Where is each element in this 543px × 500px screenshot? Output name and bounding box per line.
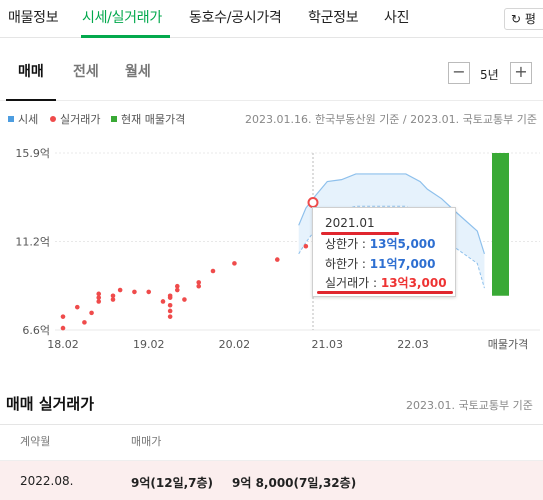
- table-row[interactable]: [0, 460, 543, 500]
- y-tick-label: 6.6억: [22, 324, 50, 337]
- transaction-point: [110, 297, 116, 302]
- transaction-point: [174, 283, 180, 289]
- transaction-point: [182, 297, 187, 302]
- row-deal-2: 9억 8,000(7일,32층): [232, 476, 357, 490]
- x-tick-label: 18.02: [47, 338, 79, 351]
- tooltip-lower-value: 11억7,000: [369, 257, 436, 271]
- transaction-point: [146, 289, 152, 295]
- transaction-point: [160, 299, 166, 304]
- tooltip-upper-value: 13억5,000: [369, 237, 436, 251]
- tooltip-date: 2021.01: [325, 216, 375, 230]
- period-decrease-button[interactable]: −: [448, 62, 470, 84]
- x-tick-label: 20.02: [219, 338, 251, 351]
- subtab-sale[interactable]: 매매: [18, 64, 44, 80]
- transaction-point: [132, 289, 137, 295]
- transaction-point: [96, 299, 102, 304]
- legend-swatch-listing: [111, 116, 117, 122]
- x-tick-label: 19.02: [133, 338, 165, 351]
- transaction-point: [167, 314, 173, 319]
- legend-label-market: 시세: [18, 113, 39, 126]
- transaction-point: [60, 314, 66, 319]
- transaction-point: [82, 320, 87, 325]
- tooltip-upper-label: 상한가 :: [325, 237, 370, 251]
- x-tick-label: 21.03: [312, 338, 344, 351]
- legend-swatch-market: [8, 116, 14, 122]
- row-contract-month: 2022.08.: [20, 474, 74, 488]
- transaction-point: [303, 243, 309, 249]
- tooltip-lower-label: 하한가 :: [325, 257, 370, 271]
- x-tick-label: 매물가격: [488, 338, 528, 351]
- area-unit-toggle[interactable]: ↻ 평: [504, 8, 543, 30]
- transaction-point: [110, 293, 116, 299]
- transaction-point: [60, 325, 66, 331]
- refresh-icon: ↻: [511, 12, 522, 26]
- tooltip-deal-label: 실거래가 :: [325, 276, 381, 290]
- transaction-point: [96, 295, 102, 300]
- legend-item-listing: 현재 매물가격: [111, 111, 185, 127]
- transaction-point: [117, 287, 123, 293]
- tab-price-trend[interactable]: 시세/실거래가: [82, 10, 162, 26]
- subtab-monthly-rent[interactable]: 월세: [125, 64, 151, 80]
- transaction-point: [96, 291, 102, 297]
- period-increase-button[interactable]: +: [510, 62, 532, 84]
- row-deal-1: 9억(12일,7층): [131, 476, 214, 490]
- tab-unit-price[interactable]: 동호수/공시가격: [189, 10, 282, 26]
- legend-item-transaction: 실거래가: [50, 111, 100, 127]
- transaction-point: [196, 280, 202, 285]
- chart-source-note: 2023.01.16. 한국부동산원 기준 / 2023.01. 국토교통부 기…: [245, 113, 537, 126]
- transaction-point: [196, 283, 202, 289]
- period-label: 5년: [480, 68, 499, 82]
- x-tick-label: 22.03: [397, 338, 429, 351]
- header-contract-month: 계약월: [20, 435, 51, 448]
- transaction-point-focused: [307, 196, 319, 208]
- legend-label-listing: 현재 매물가격: [121, 113, 186, 126]
- tooltip-deal-value: 13억3,000: [380, 276, 447, 290]
- table-header-divider: [0, 424, 543, 425]
- transaction-point: [167, 295, 173, 300]
- transaction-point: [74, 304, 80, 310]
- y-tick-label: 11.2억: [15, 236, 50, 249]
- tooltip-upper-row: 상한가 : 13억5,000: [325, 235, 436, 252]
- subtab-jeonse[interactable]: 전세: [73, 64, 99, 80]
- transaction-point: [210, 268, 216, 274]
- legend-label-transaction: 실거래가: [60, 113, 101, 126]
- chart-tooltip: 2021.01 상한가 : 13억5,000 하한가 : 11억7,000 실거…: [312, 207, 456, 297]
- legend-swatch-transaction: [50, 116, 56, 122]
- active-tab-indicator: [81, 35, 170, 38]
- tab-school[interactable]: 학군정보: [308, 10, 359, 26]
- tooltip-lower-row: 하한가 : 11억7,000: [325, 255, 436, 272]
- transaction-point: [232, 261, 237, 266]
- y-tick-label: 15.9억: [15, 147, 50, 160]
- section-title: 매매 실거래가: [6, 395, 95, 413]
- transaction-point: [89, 310, 94, 316]
- transaction-point: [167, 302, 173, 308]
- listing-price-bar: [492, 153, 509, 296]
- tooltip-deal-underline: [317, 291, 453, 294]
- transaction-point: [167, 308, 173, 314]
- header-sale-price: 매매가: [131, 435, 162, 448]
- market-band-area: [298, 173, 485, 289]
- section-source: 2023.01. 국토교통부 기준: [406, 399, 533, 412]
- tab-listing-info[interactable]: 매물정보: [8, 10, 59, 26]
- area-unit-label: 평: [524, 12, 536, 26]
- tooltip-deal-row: 실거래가 : 13억3,000: [325, 274, 447, 291]
- tab-photos[interactable]: 사진: [384, 10, 410, 26]
- tooltip-date-underline: [321, 232, 399, 235]
- subtab-divider: [0, 100, 543, 101]
- top-tabbar: 매물정보 시세/실거래가 동호수/공시가격 학군정보 사진 ↻ 평: [0, 0, 543, 38]
- subtab-active-indicator: [6, 99, 56, 101]
- transaction-point: [174, 287, 180, 293]
- transaction-point: [274, 257, 280, 262]
- legend-item-market: 시세: [8, 111, 38, 127]
